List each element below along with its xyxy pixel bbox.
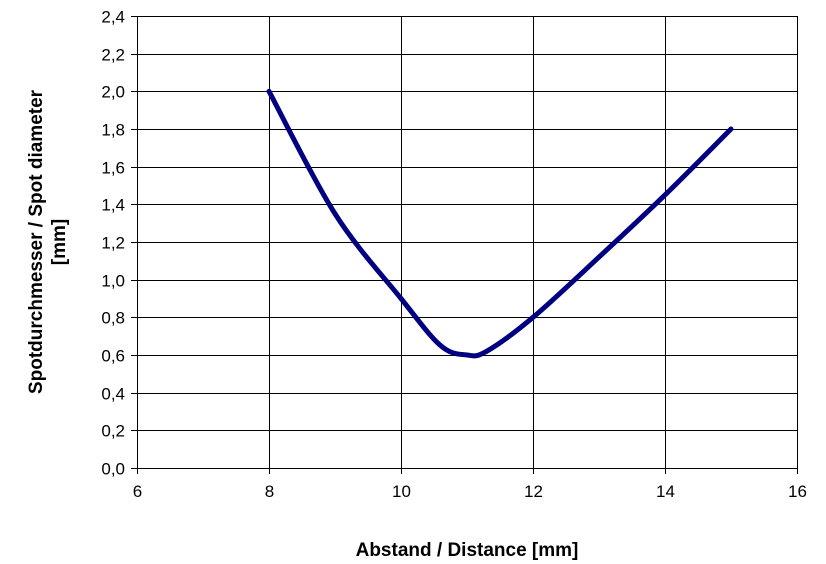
y-tick-label: 0,6 <box>101 347 125 366</box>
grid <box>137 16 798 468</box>
x-tick-label: 16 <box>788 482 807 501</box>
series-line <box>266 88 734 359</box>
x-tick-label: 12 <box>524 482 543 501</box>
x-axis-title: Abstand / Distance [mm] <box>356 540 579 561</box>
y-tick-label: 2,2 <box>101 46 125 65</box>
x-tick-label: 10 <box>392 482 411 501</box>
y-tick-label: 0,8 <box>101 309 125 328</box>
y-tick-label: 2,0 <box>101 83 125 102</box>
y-tick-label: 0,0 <box>101 460 125 479</box>
y-axis-title-line-2: [mm] <box>49 219 70 265</box>
x-tick-label: 8 <box>265 482 274 501</box>
y-tick-label: 1,6 <box>101 159 125 178</box>
y-tick-label: 1,8 <box>101 121 125 140</box>
series-layer <box>266 88 734 359</box>
y-tick-label: 1,4 <box>101 196 125 215</box>
y-tick-label: 0,2 <box>101 422 125 441</box>
y-tick-label: 0,4 <box>101 385 125 404</box>
axes <box>131 16 798 474</box>
y-tick-label: 2,4 <box>101 8 125 27</box>
x-tick-label: 14 <box>656 482 675 501</box>
y-axis-title-line-1: Spotdurchmesser / Spot diameter <box>26 89 47 394</box>
y-tick-label: 1,0 <box>101 272 125 291</box>
x-tick-label: 6 <box>133 482 142 501</box>
y-tick-label: 1,2 <box>101 234 125 253</box>
tick-labels: 0,0 0,2 0,4 0,6 0,8 1,0 1,2 1,4 1,6 1,8 2,0 2,2 2,4 6… <box>101 8 807 502</box>
